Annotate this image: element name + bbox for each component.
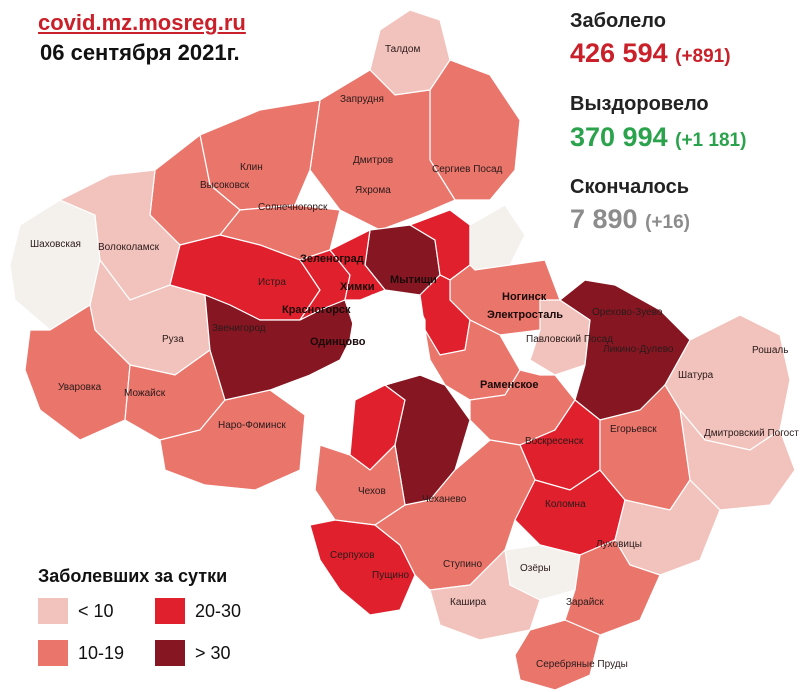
place-label: Талдом bbox=[385, 44, 420, 55]
place-label: Звенигород bbox=[212, 323, 266, 334]
place-label: Дмитровский Погост bbox=[704, 428, 799, 439]
place-label: Солнечногорск bbox=[258, 202, 328, 213]
legend-swatch bbox=[38, 640, 68, 666]
legend-title: Заболевших за сутки bbox=[38, 566, 228, 586]
place-label: Химки bbox=[340, 281, 375, 293]
report-date: 06 сентября 2021г. bbox=[40, 40, 240, 65]
recovered-delta: (+1 181) bbox=[675, 130, 747, 151]
place-label: Пущино bbox=[372, 570, 410, 581]
place-label: Воскресенск bbox=[525, 436, 584, 447]
deaths-delta: (+16) bbox=[645, 212, 690, 233]
place-label: Наро-Фоминск bbox=[218, 420, 286, 431]
recovered-count: 370 994 bbox=[570, 122, 668, 152]
place-label: Чеханево bbox=[422, 494, 467, 505]
place-label: Яхрома bbox=[355, 185, 391, 196]
place-label: Руза bbox=[162, 334, 184, 345]
place-label: Кашира bbox=[450, 597, 487, 608]
place-label: Мытищи bbox=[390, 274, 437, 286]
place-label: Зарайск bbox=[566, 597, 604, 608]
place-label: Ликино-Дулево bbox=[603, 344, 674, 355]
place-label: Истра bbox=[258, 277, 286, 288]
source-url[interactable]: covid.mz.mosreg.ru bbox=[38, 10, 246, 35]
place-label: Раменское bbox=[480, 379, 539, 391]
infected-count: 426 594 bbox=[570, 38, 668, 68]
place-label: Рошаль bbox=[752, 345, 788, 356]
place-label: Сергиев Посад bbox=[432, 164, 503, 175]
infected-label: Заболело bbox=[570, 10, 666, 32]
recovered-label: Выздоровело bbox=[570, 93, 709, 115]
place-label: Зеленоград bbox=[300, 253, 364, 265]
place-label: Ступино bbox=[443, 559, 482, 570]
district-shchelkovo bbox=[469, 204, 526, 271]
place-label: Волоколамск bbox=[98, 242, 160, 253]
deaths-count: 7 890 bbox=[570, 204, 638, 234]
legend-label: 10-19 bbox=[78, 642, 125, 663]
place-label: Клин bbox=[240, 162, 263, 173]
districts bbox=[9, 9, 796, 691]
place-label: Озёры bbox=[520, 563, 551, 574]
infected-delta: (+891) bbox=[675, 46, 731, 67]
place-label: Егорьевск bbox=[610, 424, 657, 435]
legend-item-mid: 10-19 bbox=[38, 640, 124, 666]
place-label: Электросталь bbox=[487, 309, 563, 321]
place-label: Уваровка bbox=[58, 382, 102, 393]
district-stupino bbox=[373, 439, 536, 591]
place-label: Можайск bbox=[124, 388, 166, 399]
place-label: Серпухов bbox=[330, 550, 375, 561]
legend-item-high: 20-30 bbox=[155, 598, 241, 624]
deaths-value: 7 890 (+16) bbox=[570, 204, 690, 235]
place-label: Орехово-Зуево bbox=[592, 307, 663, 318]
place-labels: Талдом Запрудня Клин Дмитров Сергиев Посад Вы… bbox=[30, 44, 799, 670]
recovered-value: 370 994 (+1 181) bbox=[570, 122, 746, 153]
district-serpukhov bbox=[309, 519, 416, 616]
legend-label: 20-30 bbox=[195, 600, 242, 621]
deaths-label: Скончалось bbox=[570, 176, 690, 198]
district-sergiev-posad bbox=[429, 59, 521, 201]
place-label: Высоковск bbox=[200, 180, 250, 191]
infected-value: 426 594 (+891) bbox=[570, 38, 731, 69]
moscow-city bbox=[349, 291, 426, 371]
district-kashira bbox=[429, 548, 541, 641]
legend-item-low: < 10 bbox=[38, 598, 114, 624]
district-dmitrov bbox=[309, 69, 456, 231]
legend-swatch bbox=[155, 640, 185, 666]
place-label: Шаховская bbox=[30, 239, 81, 250]
district-naro-fominsk bbox=[159, 389, 306, 491]
legend-label: < 10 bbox=[78, 600, 114, 621]
place-label: Красногорск bbox=[282, 304, 351, 316]
legend-label: > 30 bbox=[195, 642, 231, 663]
legend-swatch bbox=[38, 598, 68, 624]
place-label: Одинцово bbox=[310, 336, 366, 348]
legend-item-top: > 30 bbox=[155, 640, 231, 666]
legend-swatch bbox=[155, 598, 185, 624]
place-label: Запрудня bbox=[340, 94, 384, 105]
district-serebryanye-prudy bbox=[514, 619, 601, 691]
place-label: Шатура bbox=[678, 370, 714, 381]
place-label: Луховицы bbox=[596, 539, 642, 550]
new-moscow bbox=[299, 359, 447, 421]
place-label: Дмитров bbox=[353, 155, 393, 166]
place-label: Серебряные Пруды bbox=[536, 658, 628, 670]
place-label: Павловский Посад bbox=[526, 334, 613, 345]
place-label: Чехов bbox=[358, 486, 386, 497]
place-label: Ногинск bbox=[502, 291, 547, 303]
place-label: Коломна bbox=[545, 499, 586, 510]
